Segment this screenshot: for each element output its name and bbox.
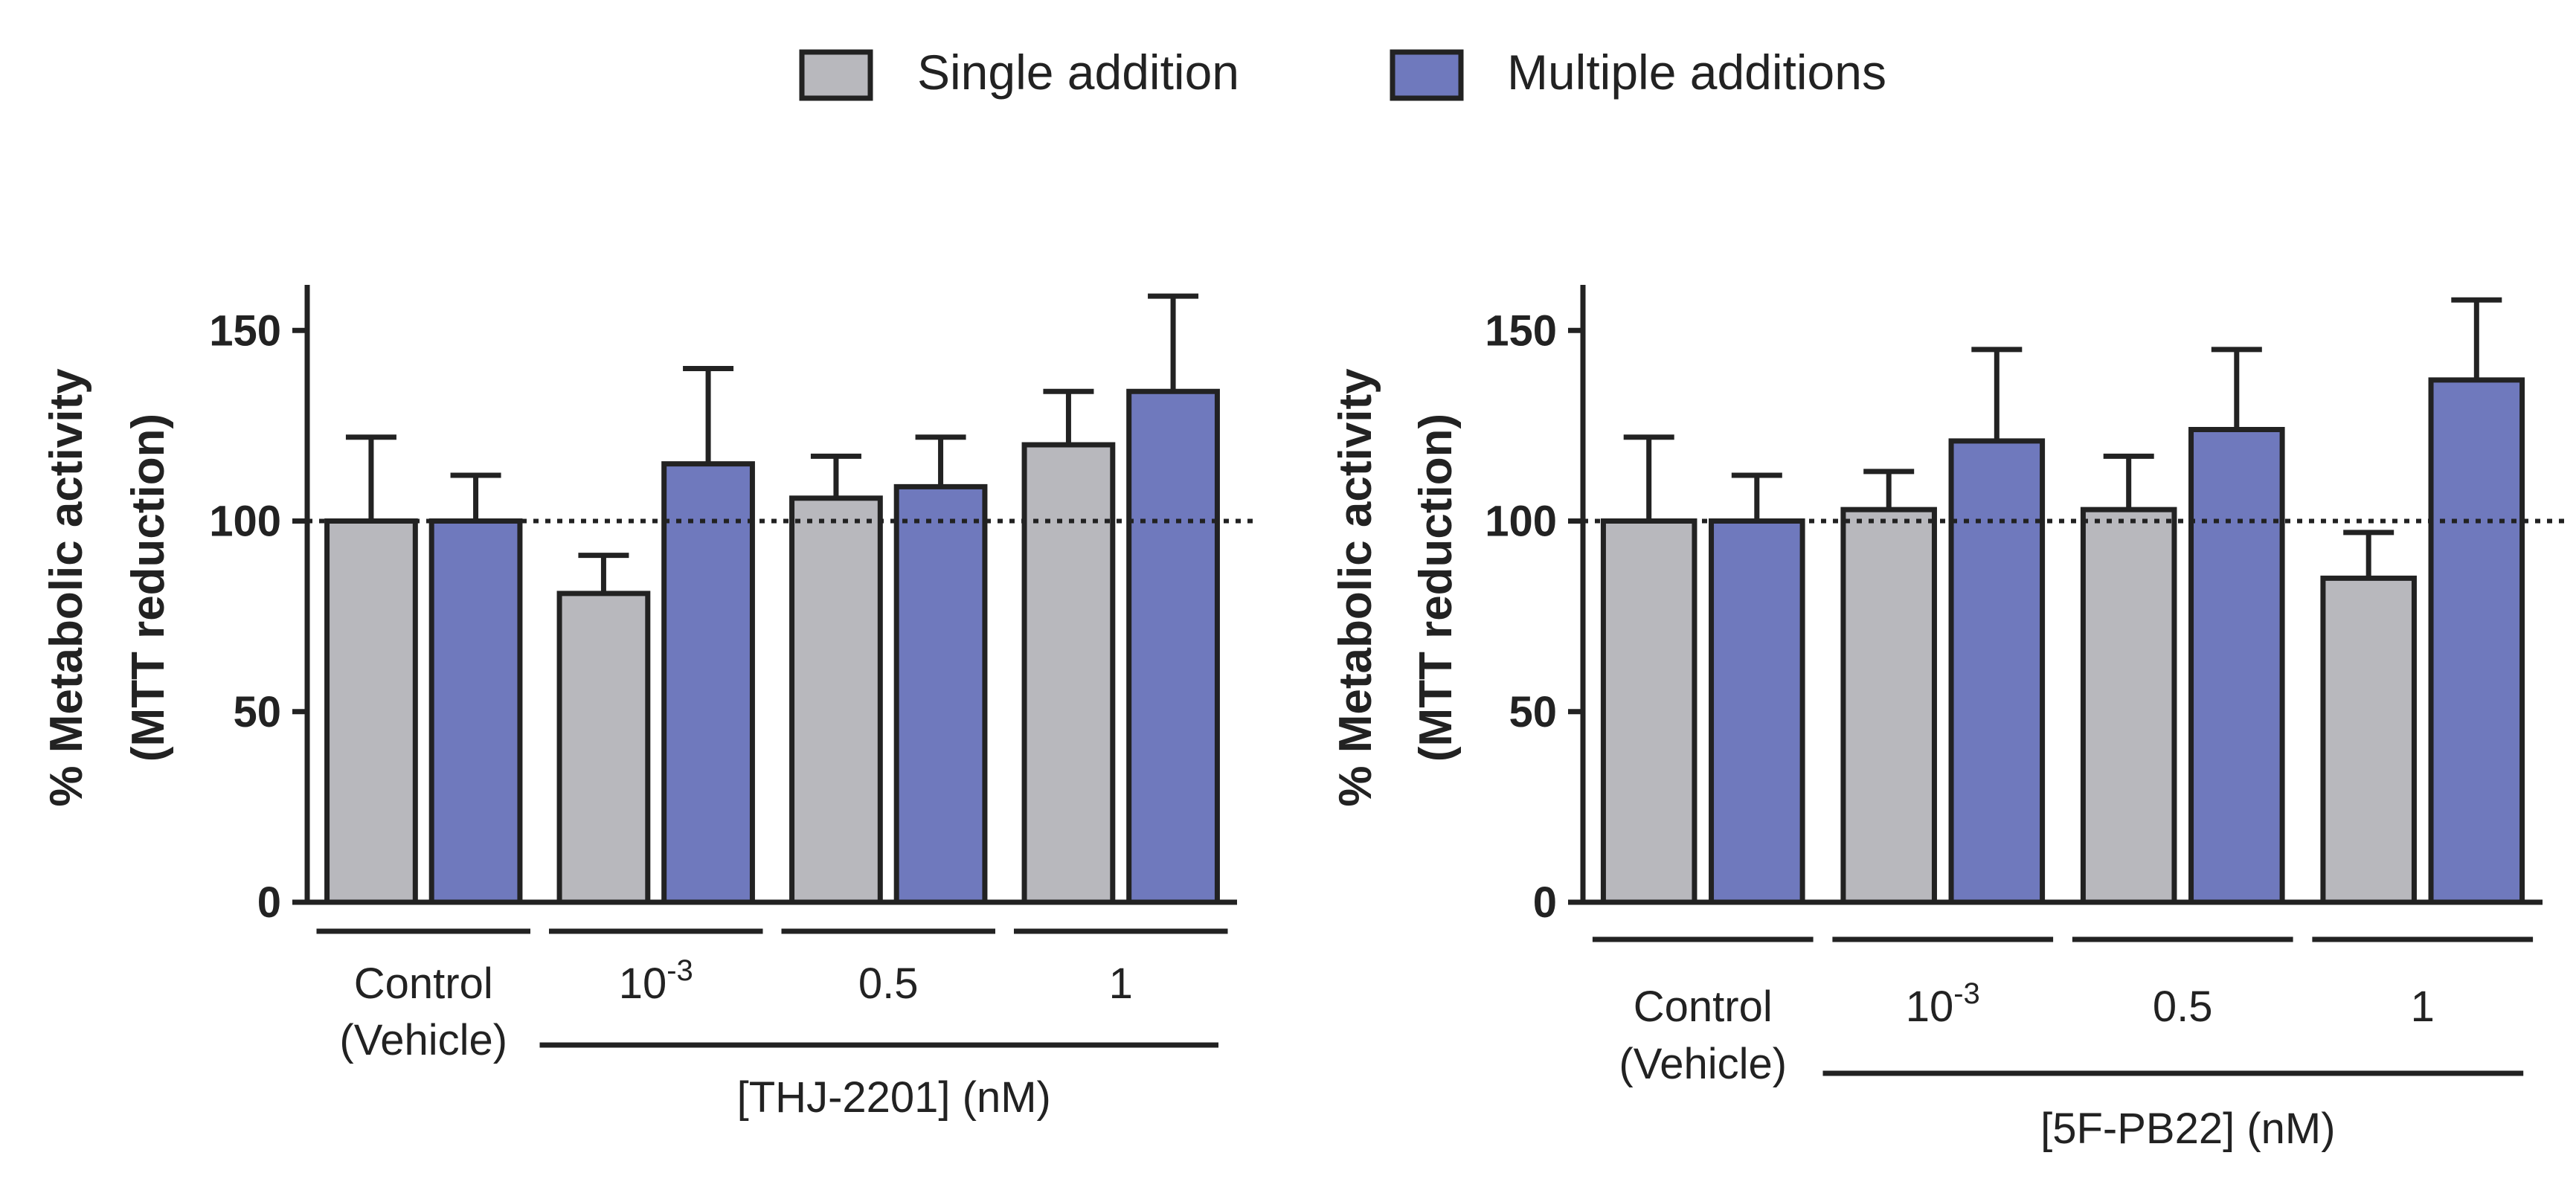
chart-thj-2201: % Metabolic activity (MTT reduction)05010…: [41, 285, 1259, 1122]
y-tick-label: 100: [1485, 498, 1557, 546]
concentration-label-1: 0.5: [858, 959, 919, 1008]
concentration-label-2: 1: [2411, 983, 2435, 1031]
y-tick-label: 150: [1485, 306, 1557, 355]
bar-single-0: [1600, 518, 1697, 905]
legend-label-single: Single addition: [917, 45, 1239, 100]
bar-single-1: [1840, 507, 1937, 905]
bar-multiple-2: [2188, 427, 2285, 905]
y-tick-label: 50: [233, 688, 281, 736]
y-axis-title-line2: (MTT reduction): [1410, 414, 1462, 762]
y-axis-title-line2: (MTT reduction): [123, 414, 174, 762]
concentration-label-0: 10-3: [1906, 977, 1980, 1031]
concentration-label-2: 1: [1109, 959, 1133, 1008]
concentration-label-1: 0.5: [2153, 983, 2213, 1031]
x-axis-title: [5F-PB22] (nM): [2040, 1105, 2335, 1153]
y-axis-title-line1: % Metabolic activity: [1330, 368, 1381, 807]
concentration-label-0: 10-3: [619, 954, 693, 1008]
y-tick-label: 100: [209, 498, 281, 546]
control-label-line1: Control: [354, 959, 493, 1008]
legend-label-multiple: Multiple additions: [1507, 45, 1886, 100]
y-tick-label: 0: [257, 878, 281, 927]
y-tick-label: 50: [1509, 688, 1557, 736]
bar-multiple-3: [2428, 377, 2525, 905]
bar-single-3: [1021, 442, 1116, 905]
control-label-line1: Control: [1634, 983, 1773, 1031]
y-tick-label: 150: [209, 306, 281, 355]
bar-single-2: [2080, 507, 2177, 905]
legend: Single addition Multiple additions: [799, 45, 1886, 101]
legend-swatch-multiple: [1390, 49, 1464, 101]
y-axis-title-line1: % Metabolic activity: [41, 368, 92, 807]
x-axis-title: [THJ-2201] (nM): [737, 1073, 1051, 1122]
bar-multiple-0: [428, 518, 523, 905]
chart-5f-pb22: % Metabolic activity (MTT reduction)05010…: [1330, 285, 2565, 1153]
bar-multiple-3: [1126, 388, 1220, 905]
bar-single-1: [556, 591, 651, 905]
bar-single-2: [789, 495, 883, 905]
control-label-line2: (Vehicle): [339, 1016, 507, 1064]
bar-multiple-1: [1948, 438, 2046, 905]
bar-multiple-2: [893, 483, 988, 905]
control-label-line2: (Vehicle): [1619, 1040, 1787, 1088]
bar-single-0: [324, 518, 418, 905]
legend-swatch-single: [799, 49, 873, 101]
bar-single-3: [2320, 575, 2417, 905]
bar-multiple-0: [1709, 518, 1805, 905]
y-tick-label: 0: [1533, 878, 1557, 927]
bar-multiple-1: [661, 461, 755, 905]
